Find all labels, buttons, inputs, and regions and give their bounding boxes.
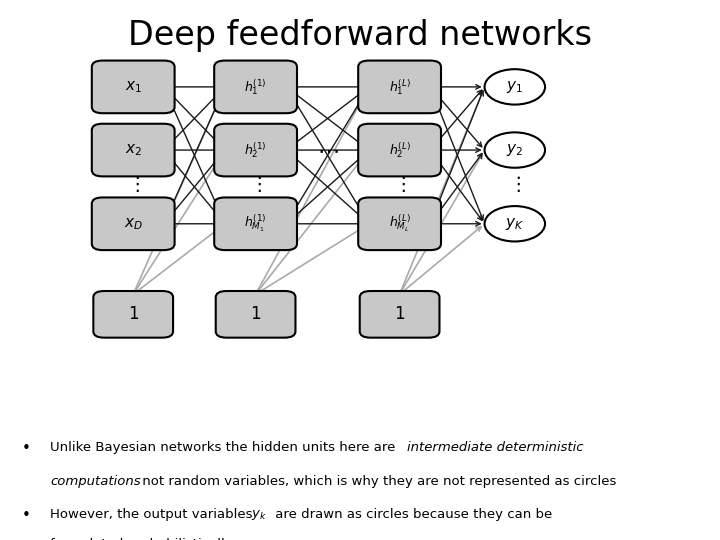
Text: $h_{M_L}^{(L)}$: $h_{M_L}^{(L)}$ — [389, 213, 410, 234]
Text: not random variables, which is why they are not represented as circles: not random variables, which is why they … — [138, 475, 616, 488]
Text: $y_1$: $y_1$ — [506, 79, 523, 95]
Text: $1$: $1$ — [394, 305, 405, 323]
Text: $x_1$: $x_1$ — [125, 79, 142, 94]
FancyBboxPatch shape — [92, 124, 174, 177]
Text: $x_D$: $x_D$ — [124, 216, 143, 232]
Text: Unlike Bayesian networks the hidden units here are: Unlike Bayesian networks the hidden unit… — [50, 441, 400, 454]
FancyBboxPatch shape — [94, 291, 173, 338]
Text: $\vdots$: $\vdots$ — [508, 174, 521, 194]
FancyBboxPatch shape — [92, 60, 174, 113]
Text: $h_2^{(1)}$: $h_2^{(1)}$ — [244, 140, 267, 160]
FancyBboxPatch shape — [216, 291, 295, 338]
Text: $h_{M_1}^{(1)}$: $h_{M_1}^{(1)}$ — [244, 213, 267, 234]
FancyBboxPatch shape — [359, 124, 441, 177]
Text: $\vdots$: $\vdots$ — [393, 174, 406, 194]
FancyBboxPatch shape — [359, 198, 441, 250]
Text: $\vdots$: $\vdots$ — [249, 174, 262, 194]
Text: However, the output variables: However, the output variables — [50, 508, 257, 521]
FancyBboxPatch shape — [215, 198, 297, 250]
Circle shape — [485, 132, 545, 168]
Text: $y_2$: $y_2$ — [506, 142, 523, 158]
FancyBboxPatch shape — [92, 198, 174, 250]
Text: intermediate deterministic: intermediate deterministic — [407, 441, 583, 454]
Text: $\cdots$: $\cdots$ — [317, 140, 338, 160]
FancyBboxPatch shape — [360, 291, 439, 338]
FancyBboxPatch shape — [359, 60, 441, 113]
Text: computations: computations — [50, 475, 141, 488]
Text: Deep feedforward networks: Deep feedforward networks — [128, 19, 592, 52]
FancyBboxPatch shape — [215, 124, 297, 177]
Text: are drawn as circles because they can be: are drawn as circles because they can be — [271, 508, 552, 521]
Text: $\vdots$: $\vdots$ — [127, 174, 140, 194]
FancyBboxPatch shape — [215, 60, 297, 113]
Text: $y_K$: $y_K$ — [505, 216, 524, 232]
Text: $h_2^{(L)}$: $h_2^{(L)}$ — [389, 140, 410, 160]
Text: $x_2$: $x_2$ — [125, 142, 142, 158]
Text: $1$: $1$ — [127, 305, 139, 323]
Text: $h_1^{(1)}$: $h_1^{(1)}$ — [244, 77, 267, 97]
Circle shape — [485, 206, 545, 241]
Text: •: • — [22, 508, 30, 523]
Text: •: • — [22, 441, 30, 456]
Text: $y_k$: $y_k$ — [251, 508, 266, 522]
Text: $h_1^{(L)}$: $h_1^{(L)}$ — [389, 77, 410, 97]
Text: formulated probabilistically: formulated probabilistically — [50, 538, 233, 540]
Circle shape — [485, 69, 545, 105]
Text: $1$: $1$ — [250, 305, 261, 323]
